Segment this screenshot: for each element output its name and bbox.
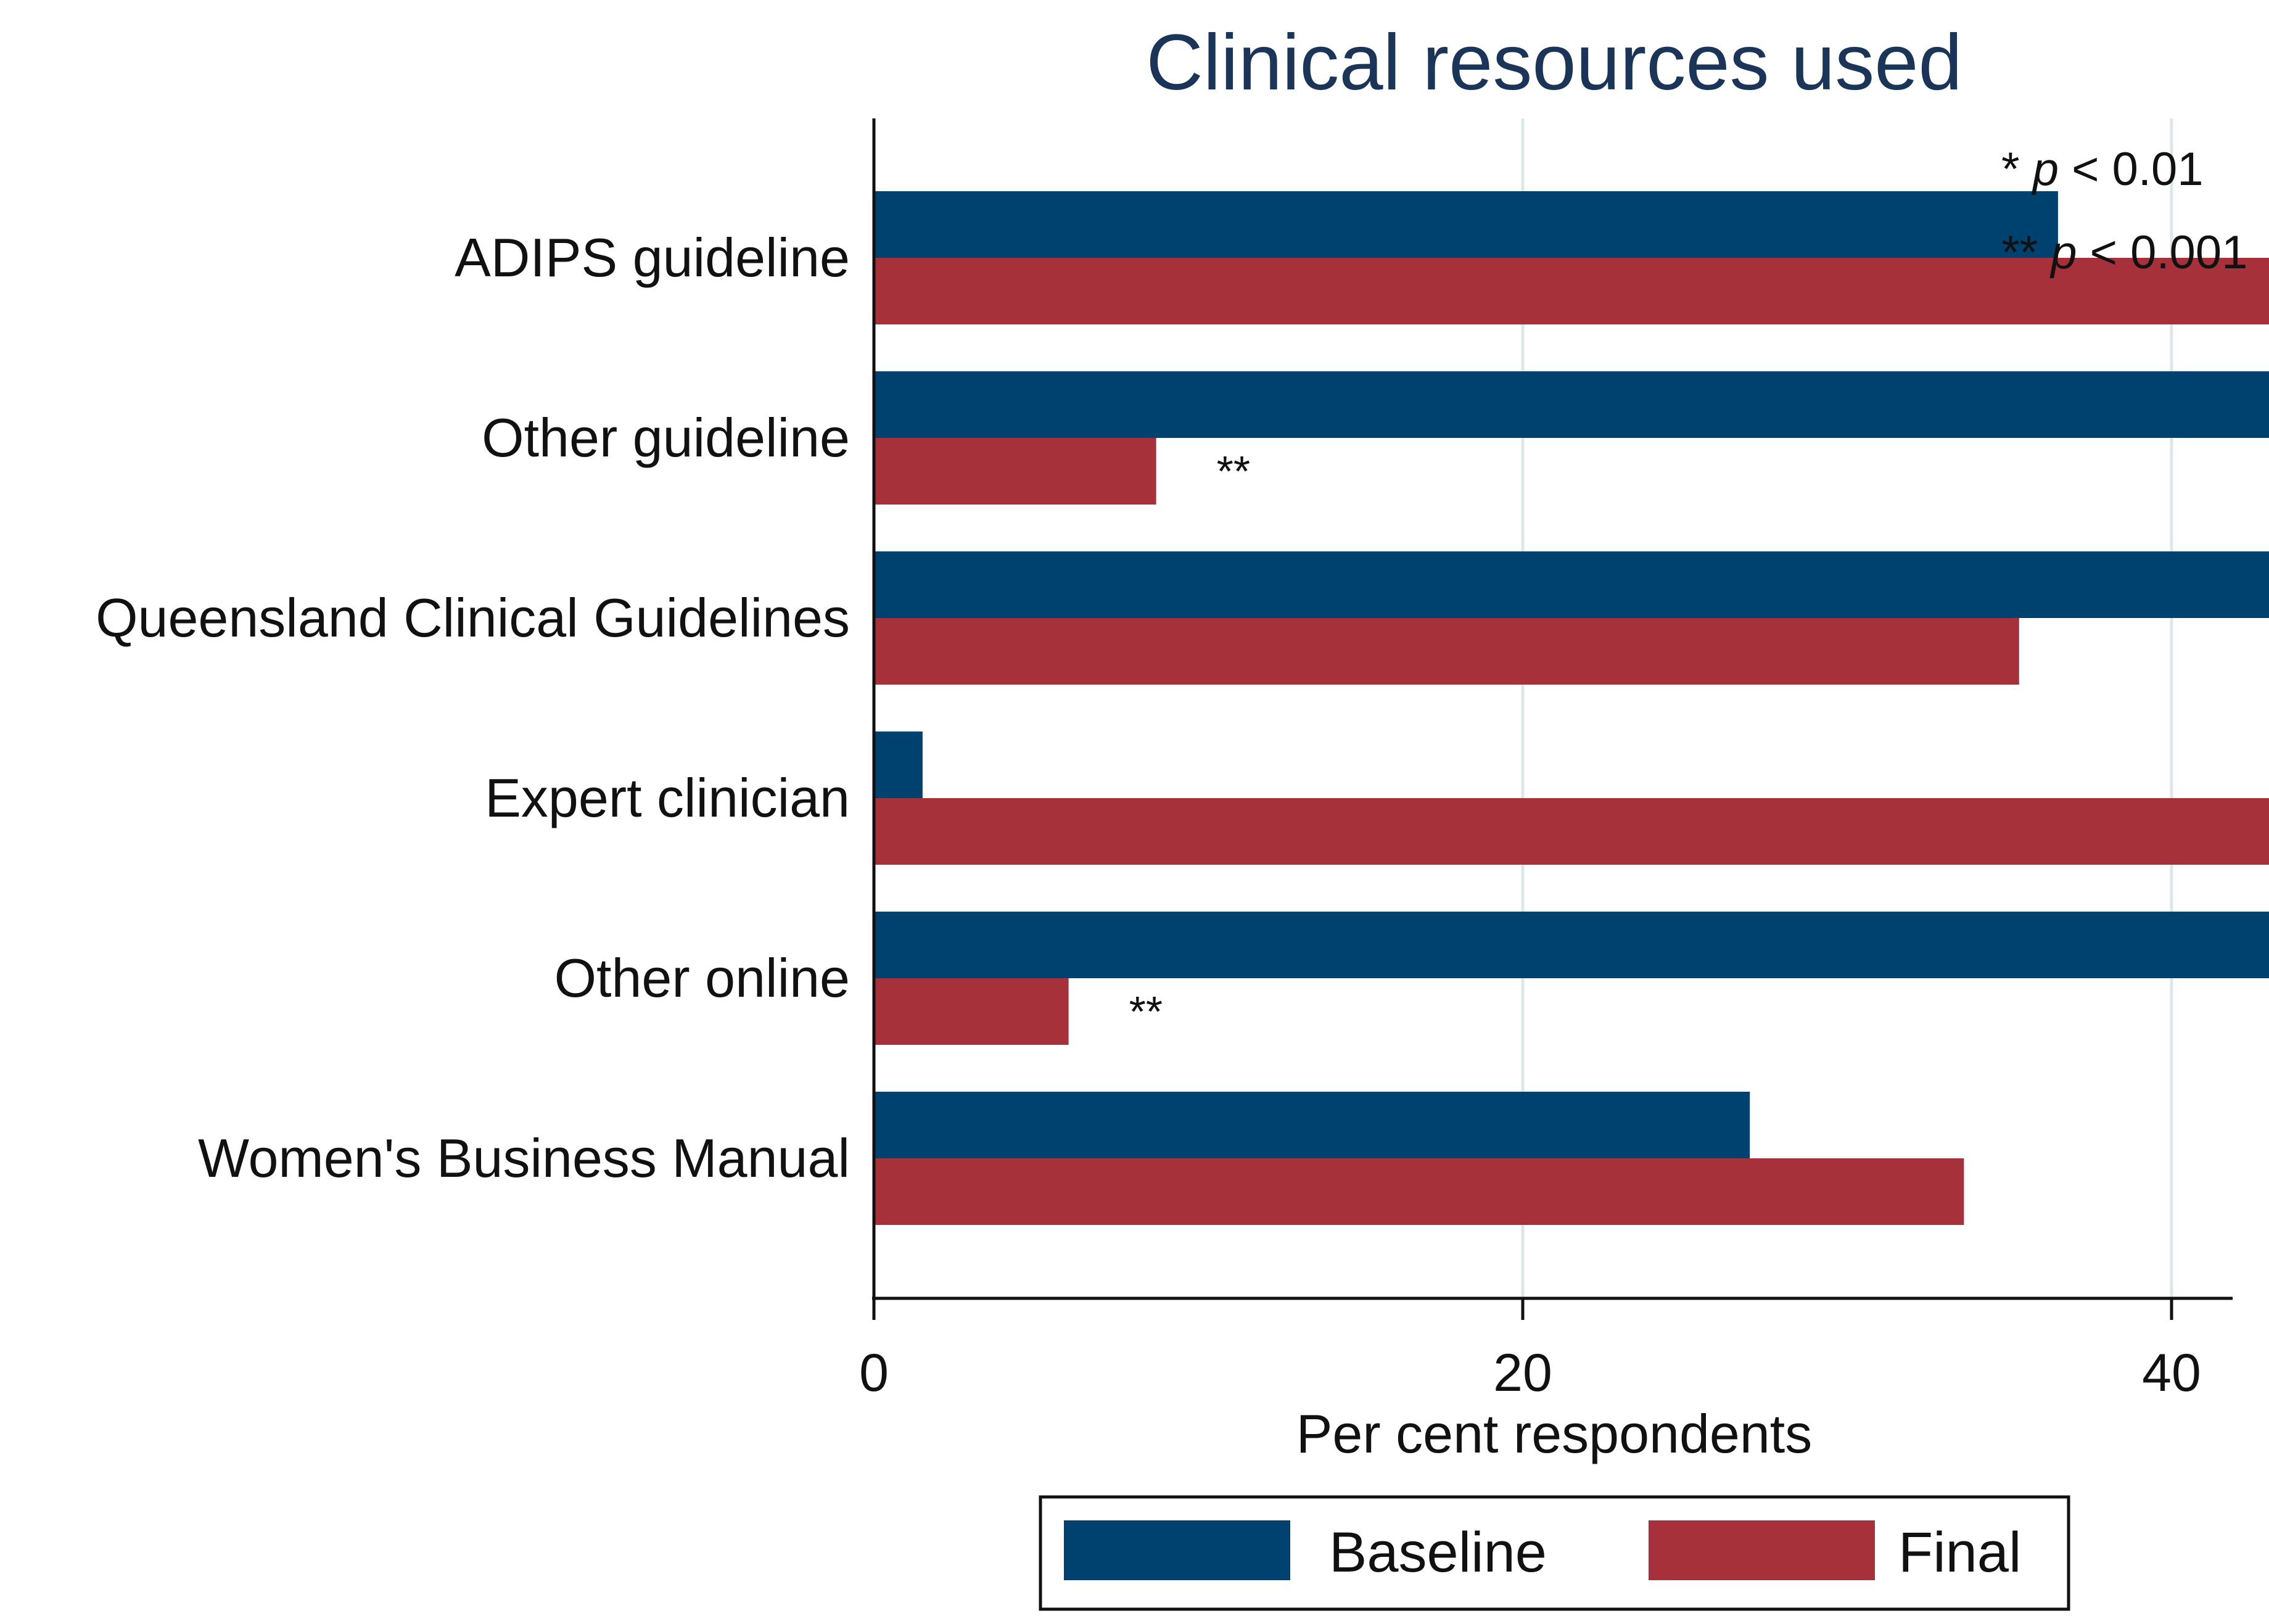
category-label: ADIPS guideline [455,227,850,288]
significance-note-line: * p < 0.01 [2001,143,2204,196]
x-tick-label: 40 [2142,1343,2201,1403]
bar-final [874,618,2019,685]
bar-final [874,258,2269,324]
bar-baseline [874,371,2269,438]
bar-baseline [874,191,2058,258]
x-axis-label: Per cent respondents [1296,1403,1813,1464]
note-threshold: < 0.001 [2077,226,2248,279]
bar-baseline [874,1092,1750,1158]
legend-label-baseline: Baseline [1329,1521,1547,1584]
bar-baseline [874,912,2269,978]
bar-final [874,438,1156,505]
significance-marker: ** [1217,447,1250,495]
category-label: Women's Business Manual [198,1127,850,1189]
note-stars: ** [2001,226,2051,279]
bar-baseline [874,551,2269,618]
legend-swatch-baseline [1064,1520,1290,1580]
x-axis-ticks: 020406080 [859,1298,2201,1403]
legend-swatch-final [1649,1520,1875,1580]
bar-final [874,1158,1964,1225]
bar-final [874,798,2269,865]
significance-note-line: ** p < 0.001 [2001,226,2247,279]
bars [874,191,2269,1225]
note-p: p [2032,143,2059,196]
bar-final [874,978,1069,1045]
chart-title: Clinical resources used [1146,19,1962,107]
legend-label-final: Final [1898,1521,2021,1584]
note-threshold: < 0.01 [2059,143,2204,196]
note-p: p [2049,226,2077,279]
category-label: Queensland Clinical Guidelines [96,587,850,648]
significance-note: * p < 0.01** p < 0.001 [2001,143,2247,279]
legend-frame [1039,1495,2070,1611]
category-label: Expert clinician [485,767,850,828]
note-stars: * [2001,143,2033,196]
category-label: Other guideline [482,407,850,468]
significance-marker: ** [1129,987,1163,1036]
legend: Baseline Final [1039,1495,2070,1611]
x-tick-label: 20 [1493,1343,1552,1403]
category-label: Other online [554,947,850,1008]
significance-markers: ******* [1129,447,1251,1036]
x-tick-label: 0 [859,1343,889,1403]
bar-baseline [874,732,923,798]
category-labels: ADIPS guideline Other guideline Queensland… [96,227,850,1189]
